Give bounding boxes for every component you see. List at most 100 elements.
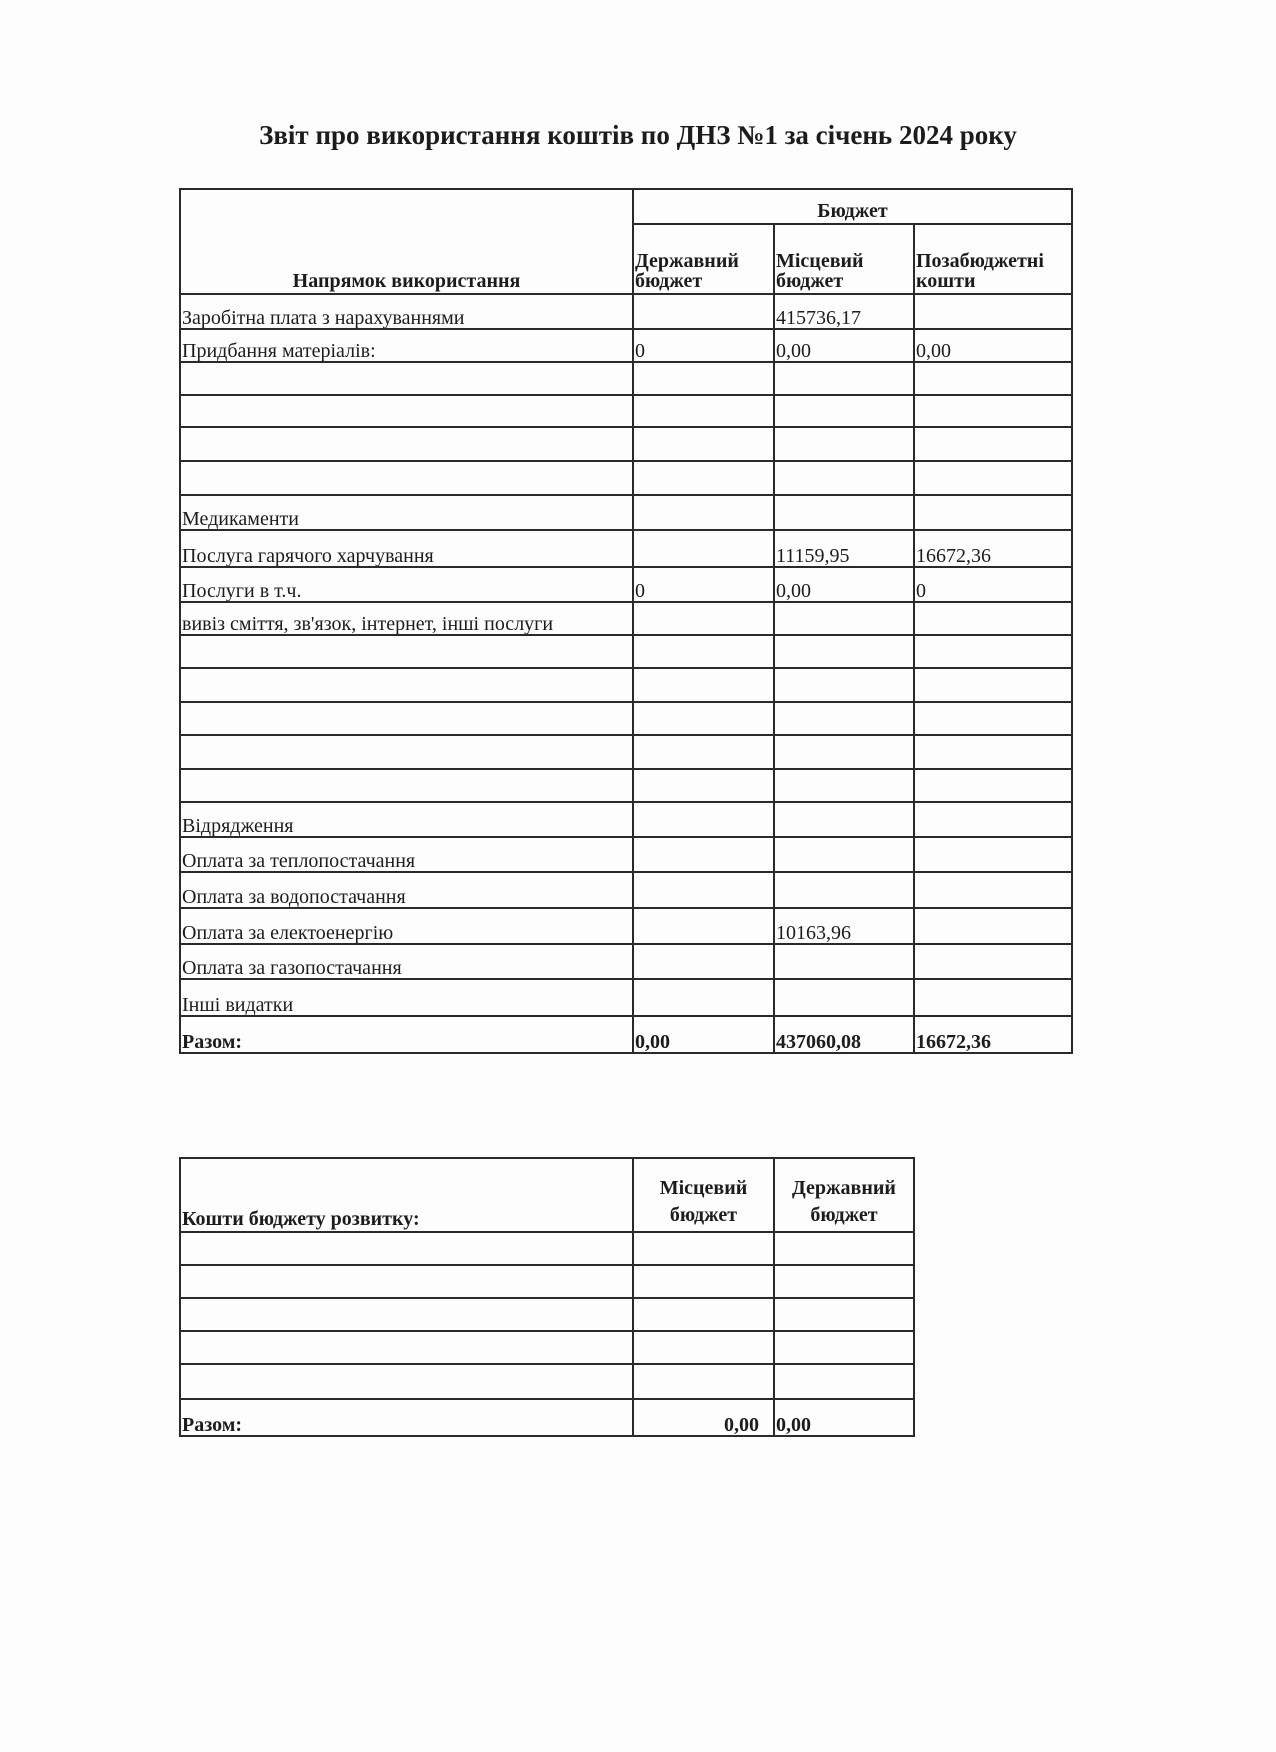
row-value (632, 361, 775, 396)
empty-cell (632, 1264, 775, 1299)
development-budget-table: Кошти бюджету розвитку: Місцевий бюджет … (179, 1157, 915, 1437)
row-label (179, 426, 634, 462)
table-row: Оплата за водопостачання (179, 871, 1073, 909)
row-value (773, 836, 915, 873)
extra-budget-header: Позабюджетні кошти (913, 223, 1073, 295)
total-value: 0,00 (773, 1398, 915, 1437)
direction-header: Напрямок використання (179, 188, 634, 295)
row-label: Придбання матеріалів: (179, 328, 634, 363)
table-row (179, 1330, 915, 1365)
row-value (632, 634, 775, 669)
empty-cell (632, 1297, 775, 1332)
row-label: Оплата за водопостачання (179, 871, 634, 909)
row-value (773, 494, 915, 531)
row-label (179, 460, 634, 496)
row-label: Послуги в т.ч. (179, 566, 634, 603)
total-label: Разом: (179, 1015, 634, 1054)
table-row (179, 768, 1073, 803)
table-row (179, 426, 1073, 462)
row-value (913, 801, 1073, 838)
row-value (773, 601, 915, 636)
total-row: Разом: 0,00 437060,08 16672,36 (179, 1015, 1073, 1054)
row-value (913, 394, 1073, 428)
row-label (179, 394, 634, 428)
report-title: Звіт про використання коштів по ДНЗ №1 з… (259, 120, 1017, 150)
row-value: 16672,36 (913, 529, 1073, 568)
table-row: Медикаменти (179, 494, 1073, 531)
total-value: 0,00 (632, 1015, 775, 1054)
row-value (913, 601, 1073, 636)
total-value: 437060,08 (773, 1015, 915, 1054)
table-row: Придбання матеріалів: 0 0,00 0,00 (179, 328, 1073, 363)
table-row (179, 1231, 915, 1266)
row-value (913, 634, 1073, 669)
row-value (773, 460, 915, 496)
table-row (179, 394, 1073, 428)
row-value (773, 361, 915, 396)
table-row: Послуга гарячого харчування 11159,95 16672… (179, 529, 1073, 568)
row-value (632, 601, 775, 636)
row-value: 10163,96 (773, 907, 915, 945)
row-label (179, 634, 634, 669)
row-label (179, 734, 634, 770)
row-label (179, 361, 634, 396)
local-budget-header: Місцевий бюджет (773, 223, 915, 295)
row-value (913, 871, 1073, 909)
table-row (179, 701, 1073, 736)
row-value (632, 978, 775, 1017)
row-value (773, 768, 915, 803)
row-value (632, 494, 775, 531)
row-value: 415736,17 (773, 293, 915, 330)
row-value (773, 734, 915, 770)
row-value (913, 426, 1073, 462)
row-label: Послуга гарячого харчування (179, 529, 634, 568)
table-row: Оплата за теплопостачання (179, 836, 1073, 873)
row-value (913, 907, 1073, 945)
row-value (773, 634, 915, 669)
row-value (913, 734, 1073, 770)
row-value (773, 394, 915, 428)
table-row: Інші видатки (179, 978, 1073, 1017)
row-value (773, 426, 915, 462)
row-value (913, 943, 1073, 980)
table-row: Оплата за газопостачання (179, 943, 1073, 980)
row-value (773, 701, 915, 736)
table-row: Оплата за електоенергію 10163,96 (179, 907, 1073, 945)
row-value (913, 460, 1073, 496)
total-value: 0,00 (632, 1398, 775, 1437)
row-value (773, 667, 915, 703)
row-value (632, 734, 775, 770)
row-value (773, 978, 915, 1017)
row-value (632, 529, 775, 568)
row-value: 0,00 (773, 328, 915, 363)
row-value (632, 667, 775, 703)
row-label: Заробітна плата з нарахуваннями (179, 293, 634, 330)
empty-cell (179, 1264, 634, 1299)
total-value: 16672,36 (913, 1015, 1073, 1054)
row-value (913, 768, 1073, 803)
row-value (632, 801, 775, 838)
table-row: Відрядження (179, 801, 1073, 838)
state-budget-header: Державний бюджет (773, 1157, 915, 1233)
row-value (913, 667, 1073, 703)
table-row: Послуги в т.ч. 0 0,00 0 (179, 566, 1073, 603)
empty-cell (773, 1264, 915, 1299)
empty-cell (773, 1330, 915, 1365)
row-label: Оплата за газопостачання (179, 943, 634, 980)
table-row (179, 667, 1073, 703)
row-value: 0 (632, 566, 775, 603)
row-value (632, 871, 775, 909)
row-value (632, 460, 775, 496)
row-label (179, 667, 634, 703)
row-label: вивіз сміття, зв'язок, інтернет, інші по… (179, 601, 634, 636)
table-row (179, 1264, 915, 1299)
row-value (913, 494, 1073, 531)
row-value (632, 293, 775, 330)
row-label: Медикаменти (179, 494, 634, 531)
development-header: Кошти бюджету розвитку: (179, 1157, 634, 1233)
row-value: 11159,95 (773, 529, 915, 568)
empty-cell (632, 1330, 775, 1365)
local-budget-header: Місцевий бюджет (632, 1157, 775, 1233)
row-value (632, 943, 775, 980)
